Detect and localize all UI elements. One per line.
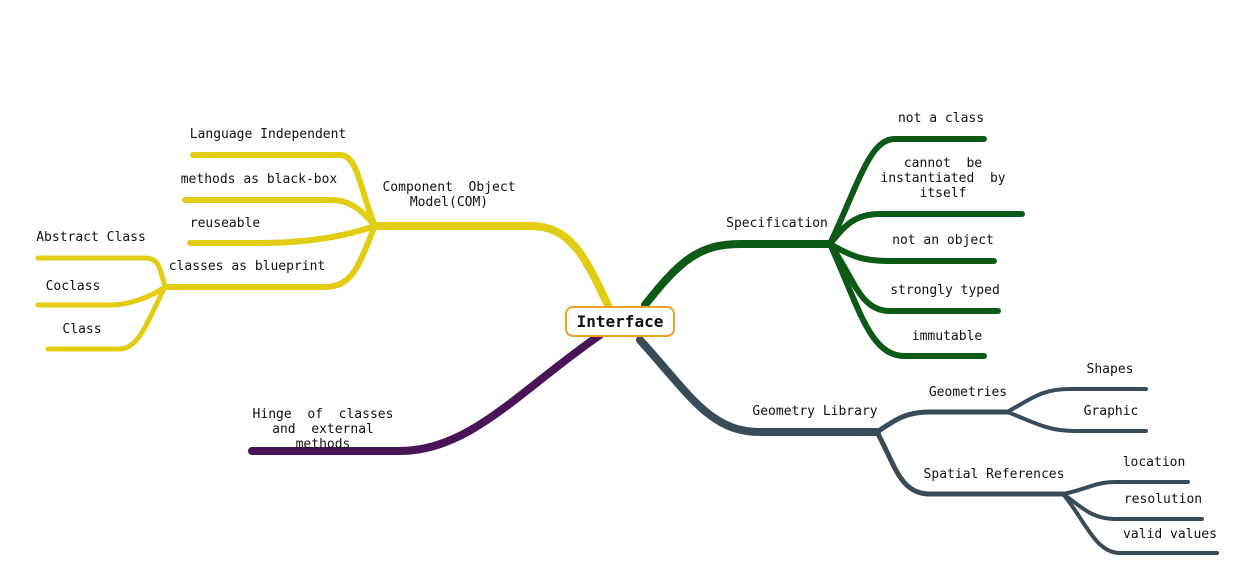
node-language-independent[interactable]: Language Independent — [189, 127, 347, 142]
link-geolib-geometries — [874, 409, 1010, 435]
link-com-methods-black-box — [182, 197, 378, 229]
node-classes-blueprint[interactable]: classes as blueprint — [168, 259, 326, 274]
node-reuseable[interactable]: reuseable — [189, 216, 261, 231]
node-location[interactable]: location — [1122, 455, 1186, 470]
node-resolution[interactable]: resolution — [1123, 492, 1203, 507]
link-com-reuseable — [187, 223, 378, 246]
link-root-geometry-library — [636, 336, 881, 436]
node-valid-values[interactable]: valid values — [1123, 527, 1217, 542]
link-geometries-graphic — [1005, 410, 1148, 433]
node-not-an-object[interactable]: not an object — [892, 233, 994, 248]
link-spatial-valid-values — [1061, 492, 1219, 555]
root-node[interactable]: Interface — [565, 306, 675, 337]
node-shapes[interactable]: Shapes — [1086, 362, 1134, 377]
node-strongly-typed[interactable]: strongly typed — [890, 283, 1000, 298]
node-com[interactable]: Component Object Model(COM) — [382, 180, 516, 210]
node-abstract-class[interactable]: Abstract Class — [36, 230, 146, 245]
node-cannot-instantiate[interactable]: cannot be instantiated by itself — [880, 156, 1006, 201]
link-geolib-spatial-references — [874, 429, 1066, 497]
link-spatial-location — [1061, 480, 1190, 496]
node-class[interactable]: Class — [62, 322, 102, 337]
link-com-classes-blueprint — [162, 223, 378, 290]
node-graphic[interactable]: Graphic — [1083, 404, 1139, 419]
node-hinge[interactable]: Hinge of classes and external methods — [252, 407, 394, 452]
link-geometries-shapes — [1005, 387, 1148, 414]
node-spatial-references[interactable]: Spatial References — [923, 467, 1065, 482]
link-blueprint-coclass — [35, 284, 168, 308]
node-specification[interactable]: Specification — [726, 216, 828, 231]
link-blueprint-class — [45, 284, 168, 352]
link-blueprint-abstract-class — [35, 255, 168, 290]
link-spec-immutable — [827, 241, 987, 359]
node-geometry-library[interactable]: Geometry Library — [752, 404, 878, 419]
link-root-specification — [641, 240, 834, 309]
link-spec-not-a-class — [827, 136, 987, 247]
node-geometries[interactable]: Geometries — [928, 385, 1008, 400]
node-immutable[interactable]: immutable — [911, 329, 983, 344]
root-label: Interface — [576, 312, 664, 331]
link-root-com — [371, 222, 614, 314]
node-methods-black-box[interactable]: methods as black-box — [180, 172, 338, 187]
link-root-hinge — [248, 331, 604, 455]
link-com-language-independent — [190, 152, 378, 229]
node-coclass[interactable]: Coclass — [45, 279, 101, 294]
link-spec-cannot-instantiate — [827, 211, 1025, 247]
node-not-a-class[interactable]: not a class — [897, 111, 985, 126]
link-spec-not-an-object — [827, 241, 997, 264]
